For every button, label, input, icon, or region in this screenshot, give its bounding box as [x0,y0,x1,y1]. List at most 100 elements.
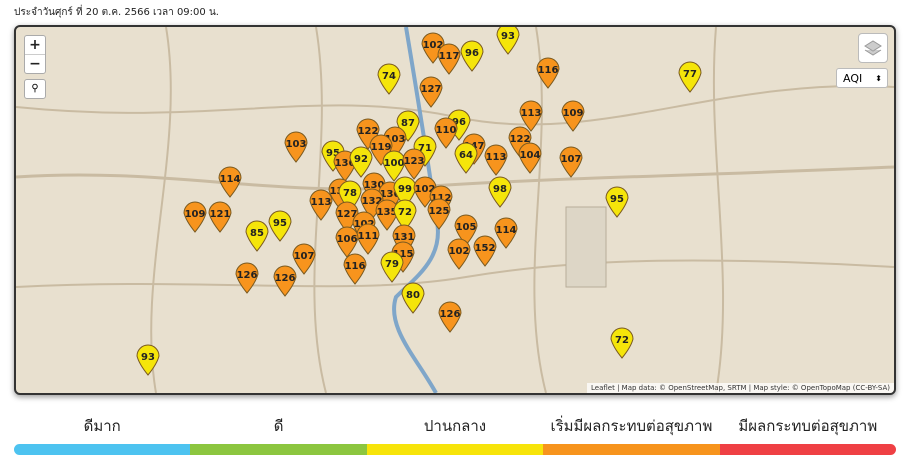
aqi-marker[interactable]: 116 [536,57,560,89]
marker-label: 74 [382,71,396,82]
basemap [16,27,894,393]
aqi-marker[interactable]: 135 [375,199,399,231]
legend-swatch [719,444,896,455]
marker-pin [235,262,259,294]
marker-label: 93 [501,31,515,42]
aqi-marker[interactable]: 125 [427,198,451,230]
marker-label: 132 [362,196,383,207]
map[interactable]: 102 117 96 93 116 77 74 127 113 109 87 96 110 122 103 1… [14,25,896,395]
layers-button[interactable] [858,33,888,63]
aqi-marker[interactable]: 109 [183,201,207,233]
legend-swatch [366,444,544,455]
marker-pin [438,301,462,333]
marker-pin [183,201,207,233]
aqi-marker[interactable]: 123 [402,148,426,180]
zoom-in[interactable]: + [25,36,45,55]
marker-pin [473,235,497,267]
aqi-marker[interactable]: 102 [447,238,471,270]
aqi-marker[interactable]: 127 [419,76,443,108]
aqi-marker[interactable]: 104 [518,142,542,174]
marker-pin [401,282,425,314]
marker-label: 95 [610,194,624,205]
marker-pin [382,150,406,182]
marker-label: 107 [294,251,315,262]
marker-label: 113 [521,108,542,119]
marker-label: 102 [423,40,444,51]
aqi-marker[interactable]: 96 [460,40,484,72]
aqi-marker[interactable]: 110 [434,117,458,149]
marker-label: 114 [220,174,241,185]
aqi-marker[interactable]: 77 [678,61,702,93]
aqi-marker[interactable]: 109 [561,100,585,132]
marker-pin [437,43,461,75]
aqi-marker[interactable]: 103 [284,131,308,163]
marker-label: 111 [358,231,379,242]
aqi-marker[interactable]: 152 [473,235,497,267]
aqi-marker[interactable]: 117 [437,43,461,75]
aqi-marker[interactable]: 126 [273,265,297,297]
zoom-out[interactable]: − [29,56,41,72]
aqi-marker[interactable]: 80 [401,282,425,314]
metric-select[interactable]: AQI ⬍ [836,68,888,88]
marker-label: 100 [384,158,405,169]
aqi-marker[interactable]: 95 [268,210,292,242]
aqi-marker[interactable]: 106 [335,226,359,258]
aqi-marker[interactable]: 64 [454,142,478,174]
aqi-marker[interactable]: 113 [519,100,543,132]
marker-label: 122 [510,134,531,145]
marker-label: 114 [496,225,517,236]
aqi-marker[interactable]: 79 [380,251,404,283]
marker-pin [678,61,702,93]
marker-pin [419,76,443,108]
aqi-marker[interactable]: 113 [484,144,508,176]
marker-label: 96 [465,48,479,59]
aqi-marker[interactable]: 126 [438,301,462,333]
select-arrow: ⬍ [875,74,882,83]
aqi-marker[interactable]: 74 [377,63,401,95]
marker-label: 136 [380,189,401,200]
aqi-marker[interactable]: 107 [559,146,583,178]
marker-label: 103 [385,134,406,145]
aqi-marker[interactable]: 100 [382,150,406,182]
marker-label: 71 [418,143,432,154]
aqi-marker[interactable]: 116 [343,253,367,285]
marker-label: 121 [210,209,231,220]
aqi-marker[interactable]: 85 [245,220,269,252]
marker-pin [208,201,232,233]
marker-pin [273,265,297,297]
aqi-marker[interactable]: 114 [218,166,242,198]
aqi-marker[interactable]: 95 [605,186,629,218]
marker-pin [561,100,585,132]
marker-label: 113 [311,197,332,208]
aqi-marker[interactable]: 72 [610,327,634,359]
locate-button[interactable]: ⚲ [24,79,46,99]
legend-label: ปานกลาง [423,417,487,435]
marker-label: 127 [421,84,442,95]
aqi-marker[interactable]: 121 [208,201,232,233]
aqi-marker[interactable]: 126 [235,262,259,294]
marker-pin [518,142,542,174]
aqi-marker[interactable]: 98 [488,176,512,208]
marker-label: 110 [436,125,457,136]
aqi-marker[interactable]: 92 [349,146,373,178]
marker-pin [349,146,373,178]
marker-label: 95 [326,148,340,159]
aqi-marker[interactable]: 114 [494,217,518,249]
marker-pin [245,220,269,252]
aqi-marker[interactable]: 72 [393,199,417,231]
marker-label: 152 [475,243,496,254]
aqi-marker[interactable]: 111 [356,223,380,255]
aqi-marker[interactable]: 113 [309,189,333,221]
marker-label: 126 [275,273,296,284]
aqi-marker[interactable]: 93 [496,27,520,55]
aqi-marker[interactable]: 107 [292,243,316,275]
marker-label: 106 [337,234,358,245]
marker-pin [454,142,478,174]
aqi-marker[interactable]: 93 [136,344,160,376]
marker-label: 78 [343,188,357,199]
aqi-marker[interactable]: 105 [454,214,478,246]
marker-label: 72 [398,207,412,218]
marker-label: 136 [335,158,356,169]
